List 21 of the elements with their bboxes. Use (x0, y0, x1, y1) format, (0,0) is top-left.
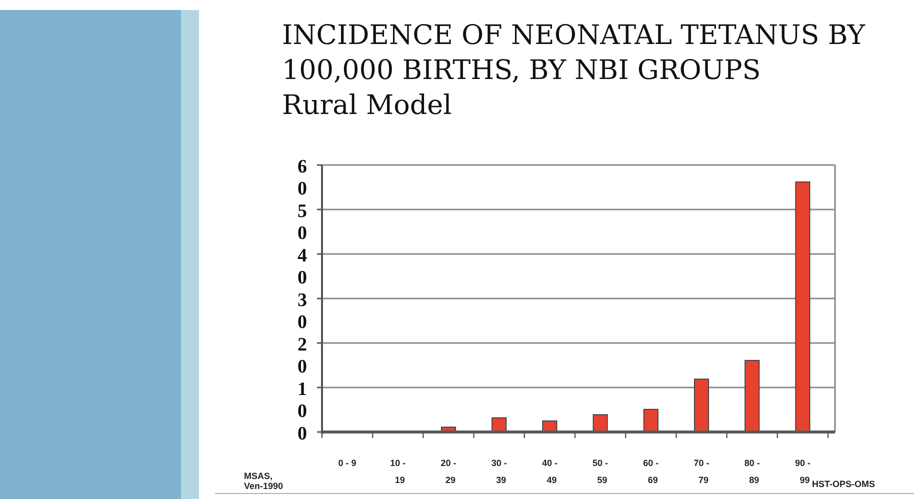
x-tick-label: 0 - 9 (338, 458, 356, 468)
chart-title: INCIDENCE OF NEONATAL TETANUS BY 100,000 BIRTHS, BY NBI GROUPS (282, 20, 866, 86)
x-tick-label: 30 - 39 (491, 458, 507, 485)
y-tick-label: 1 0 (298, 379, 307, 422)
y-tick-label: 5 0 (298, 201, 307, 244)
y-tick-label: 0 (298, 424, 307, 445)
x-tick-label: 60 - 69 (643, 458, 659, 485)
y-tick-label: 2 0 (298, 334, 307, 378)
y-tick-label: 6 0 (298, 156, 307, 200)
x-tick-label: 90 - 99 (794, 458, 810, 485)
x-tick-label: 20 - 29 (440, 458, 456, 485)
x-tick-label: 10 - 19 (390, 458, 406, 485)
text: MSAS, Ven-1990 (244, 471, 284, 491)
chart-subtitle: Rural Model (282, 90, 452, 121)
x-tick-label: 50 - 59 (592, 458, 608, 485)
x-tick-label: 70 - 79 (694, 458, 710, 485)
x-tick-label: 40 - 49 (542, 458, 558, 485)
text: HST-OPS-OMS (812, 479, 875, 489)
y-tick-label: 4 0 (298, 246, 308, 289)
y-tick-label: 3 0 (298, 290, 307, 334)
x-tick-label: 80 - 89 (744, 458, 760, 485)
